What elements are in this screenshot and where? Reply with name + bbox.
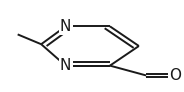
Text: N: N [60, 19, 71, 34]
Text: O: O [169, 68, 181, 83]
Text: N: N [60, 58, 71, 73]
